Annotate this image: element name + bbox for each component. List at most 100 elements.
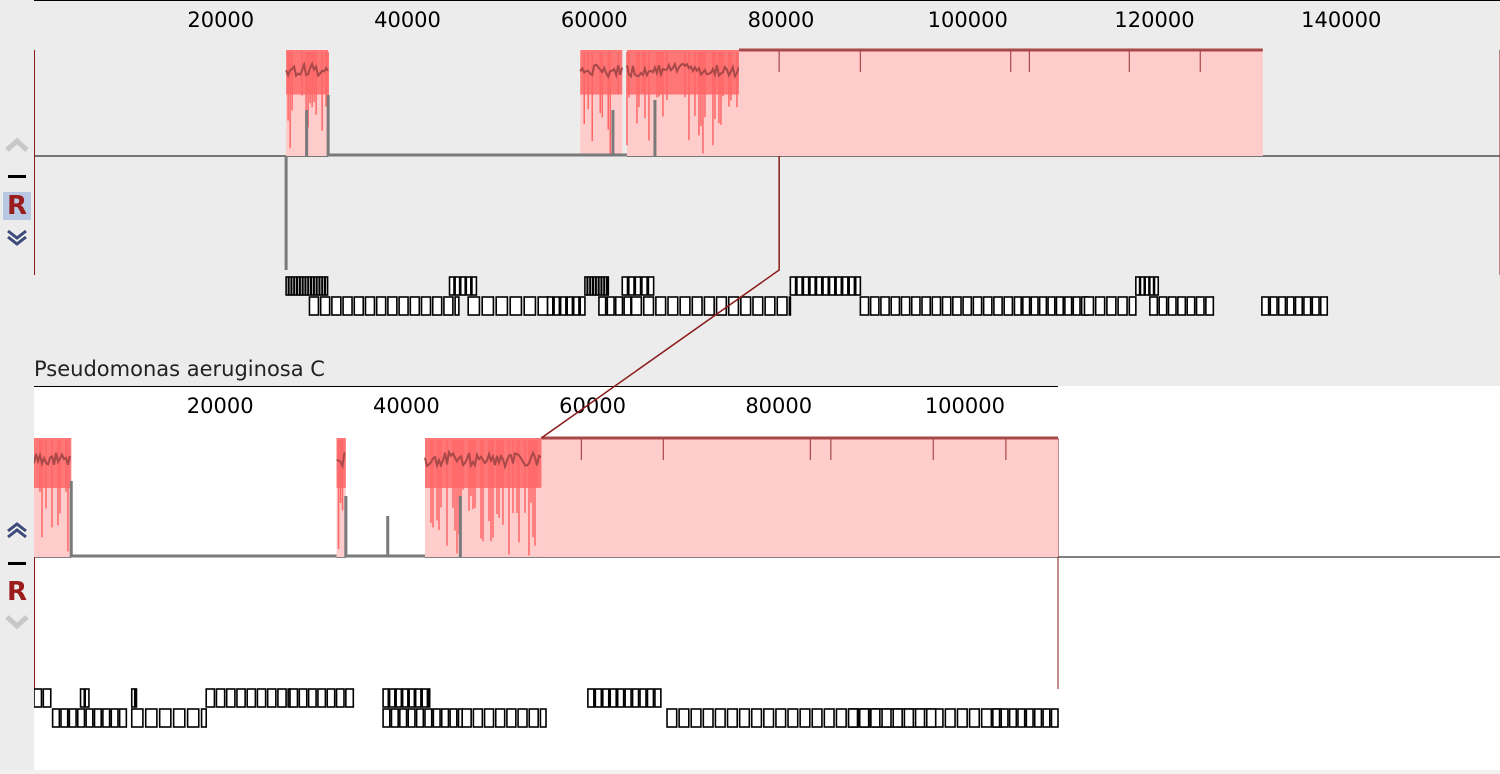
gene-feature bbox=[461, 708, 472, 728]
gene-feature bbox=[1013, 296, 1022, 316]
similarity-region bbox=[541, 438, 1058, 557]
gene-feature bbox=[1094, 296, 1106, 316]
gene-feature bbox=[317, 688, 327, 708]
gene-feature bbox=[353, 296, 365, 316]
ruler-tick-label: 80000 bbox=[748, 8, 815, 32]
gene-feature bbox=[586, 276, 591, 296]
gene-feature bbox=[1008, 708, 1018, 728]
gene-feature bbox=[459, 276, 467, 296]
reverse-button[interactable]: R bbox=[3, 192, 31, 220]
panel-controls: R bbox=[0, 0, 34, 386]
gene-feature bbox=[266, 688, 277, 708]
gene-feature bbox=[134, 688, 138, 708]
gene-feature bbox=[823, 708, 835, 728]
gene-feature bbox=[296, 276, 301, 296]
hide-button[interactable] bbox=[8, 562, 26, 565]
gene-feature bbox=[172, 708, 186, 728]
similarity-trace bbox=[285, 60, 329, 78]
gene-feature bbox=[1083, 296, 1095, 316]
gene-feature bbox=[79, 688, 86, 708]
gene-feature bbox=[579, 296, 586, 316]
gene-feature bbox=[594, 688, 603, 708]
gene-feature bbox=[962, 296, 973, 316]
gene-feature bbox=[225, 688, 236, 708]
gene-feature bbox=[869, 296, 880, 316]
gene-feature bbox=[307, 276, 312, 296]
gene-feature bbox=[302, 276, 306, 296]
gene-feature bbox=[1064, 296, 1073, 316]
gene-feature bbox=[342, 296, 353, 316]
gene-feature bbox=[1144, 276, 1150, 296]
gene-feature bbox=[288, 276, 292, 296]
gene-feature bbox=[796, 276, 803, 296]
gene-feature bbox=[972, 296, 983, 316]
gene-feature bbox=[993, 296, 1003, 316]
gene-feature bbox=[144, 708, 158, 728]
gene-feature bbox=[407, 708, 416, 728]
gene-feature bbox=[1286, 296, 1295, 316]
panel-controls: R bbox=[0, 386, 34, 770]
gene-feature bbox=[289, 688, 299, 708]
genome-track-top[interactable]: 20000 40000 60000 80000 100000 120000 140000 bbox=[34, 0, 1500, 386]
gene-feature bbox=[1294, 296, 1304, 316]
gene-feature bbox=[318, 276, 323, 296]
ruler-tick-label: 60000 bbox=[559, 394, 626, 418]
gene-feature bbox=[454, 296, 460, 316]
hide-button[interactable] bbox=[8, 175, 26, 178]
gene-feature bbox=[454, 276, 461, 296]
gene-feature bbox=[616, 688, 625, 708]
gene-feature bbox=[678, 708, 690, 728]
gene-feature bbox=[130, 708, 144, 728]
gene-feature bbox=[443, 296, 454, 316]
gene-feature bbox=[415, 708, 425, 728]
gene-feature bbox=[600, 276, 605, 296]
gene-feature bbox=[854, 276, 862, 296]
gene-feature bbox=[621, 276, 629, 296]
gene-feature bbox=[835, 708, 847, 728]
gene-feature bbox=[408, 688, 416, 708]
alignment-canvas-bottom[interactable]: 20000 40000 60000 80000 100000 bbox=[34, 386, 1500, 770]
gene-feature bbox=[319, 296, 331, 316]
gene-feature bbox=[941, 296, 952, 316]
gene-feature bbox=[809, 276, 816, 296]
gene-feature bbox=[345, 688, 355, 708]
ruler-tick-label: 80000 bbox=[745, 394, 812, 418]
gene-feature bbox=[313, 276, 318, 296]
similarity-region bbox=[738, 50, 1263, 156]
gene-feature bbox=[1195, 296, 1205, 316]
gene-feature bbox=[495, 296, 509, 316]
gene-feature bbox=[528, 708, 539, 728]
gene-feature bbox=[601, 688, 610, 708]
gene-feature bbox=[1303, 296, 1312, 316]
gene-feature bbox=[609, 688, 617, 708]
genome-track-bottom[interactable]: 20000 40000 60000 80000 100000 bbox=[34, 386, 1500, 770]
gene-feature bbox=[956, 708, 968, 728]
status-strip bbox=[0, 770, 1500, 774]
gene-feature bbox=[572, 296, 580, 316]
gene-feature bbox=[509, 296, 523, 316]
gene-feature bbox=[321, 276, 326, 296]
gene-feature bbox=[537, 296, 549, 316]
gene-feature bbox=[691, 296, 703, 316]
gene-feature bbox=[1205, 296, 1215, 316]
gene-feature bbox=[409, 296, 421, 316]
gene-feature bbox=[642, 296, 655, 316]
gene-feature bbox=[310, 276, 315, 296]
gene-feature bbox=[1277, 296, 1287, 316]
gene-feature bbox=[399, 708, 408, 728]
gene-feature bbox=[802, 276, 810, 296]
chevron-up-icon bbox=[5, 137, 29, 152]
gene-feature bbox=[102, 708, 111, 728]
gene-feature bbox=[1033, 708, 1043, 728]
gene-feature bbox=[1311, 296, 1320, 316]
gene-feature bbox=[304, 276, 309, 296]
gene-feature bbox=[414, 688, 422, 708]
gene-feature bbox=[787, 708, 799, 728]
ruler-tick-label: 40000 bbox=[373, 394, 440, 418]
gene-feature bbox=[34, 688, 43, 708]
reverse-button[interactable]: R bbox=[6, 577, 28, 607]
alignment-canvas-top[interactable]: 20000 40000 60000 80000 100000 120000 140000 bbox=[34, 0, 1500, 386]
gene-feature bbox=[539, 708, 547, 728]
gene-feature bbox=[654, 688, 662, 708]
gene-feature bbox=[1117, 296, 1128, 316]
